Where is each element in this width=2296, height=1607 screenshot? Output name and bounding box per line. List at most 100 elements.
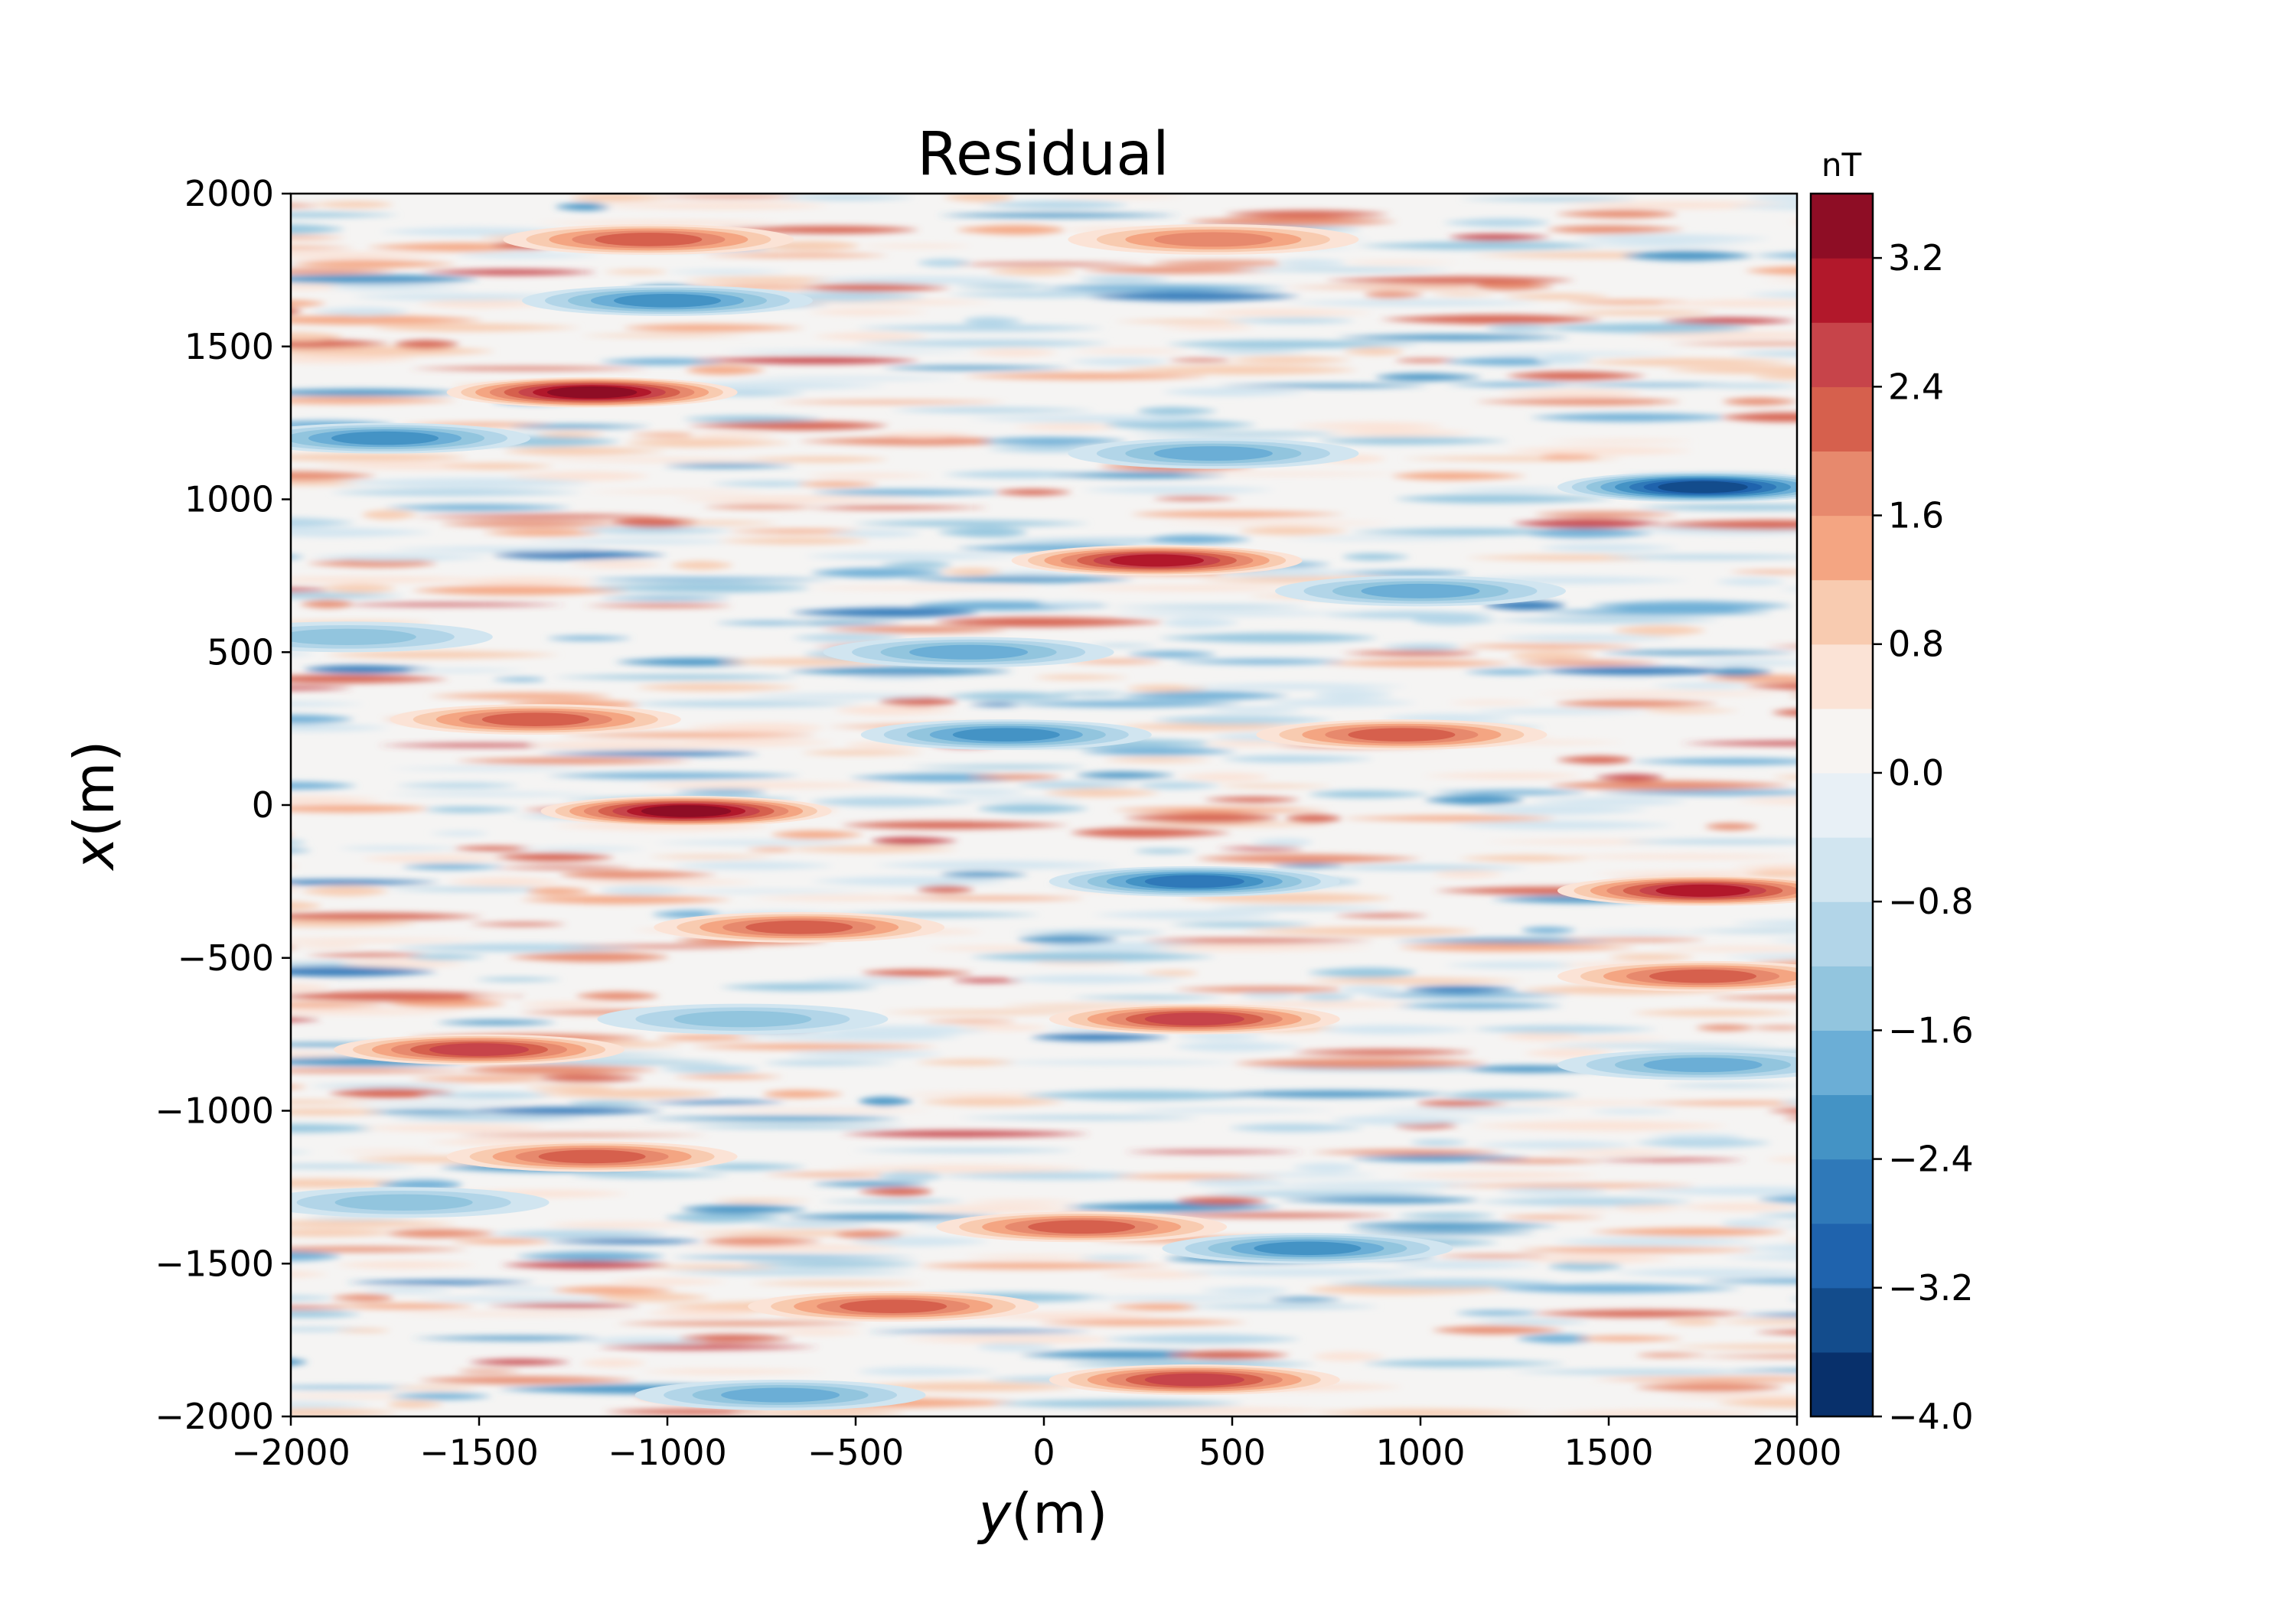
residual-streak [453, 253, 605, 259]
residual-streak [827, 1165, 1091, 1173]
residual-streak [486, 1230, 670, 1238]
residual-streak [1068, 349, 1192, 354]
residual-streak [1337, 985, 1407, 994]
residual-streak [291, 1229, 404, 1237]
residual-streak [501, 447, 669, 455]
residual-streak [1547, 1208, 1617, 1212]
residual-streak [1109, 1174, 1287, 1179]
residual-streak [578, 1358, 649, 1367]
residual-streak [1579, 358, 1797, 367]
residual-streak [1658, 318, 1797, 324]
residual-streak [1453, 644, 1644, 649]
residual-streak [713, 621, 823, 625]
residual-streak [1698, 675, 1797, 683]
residual-streak [490, 677, 548, 682]
residual-streak [1662, 1344, 1797, 1350]
residual-streak [291, 1164, 420, 1169]
residual-streak [1593, 774, 1666, 781]
residual-streak [335, 846, 469, 851]
residual-streak [1178, 1304, 1382, 1309]
residual-streak [1430, 870, 1505, 878]
residual-streak [291, 1296, 338, 1300]
residual-streak [1457, 197, 1639, 201]
residual-anomaly [1144, 875, 1244, 888]
residual-streak [952, 284, 1052, 288]
residual-streak [1014, 781, 1140, 789]
residual-streak [872, 861, 1123, 869]
residual-streak [941, 797, 1085, 802]
residual-streak [568, 1172, 732, 1178]
residual-streak [1717, 412, 1797, 422]
residual-streak [732, 1032, 964, 1041]
residual-streak [1674, 1203, 1797, 1211]
residual-streak [360, 510, 419, 520]
residual-streak [575, 527, 736, 534]
residual-streak [1776, 588, 1797, 591]
residual-streak [1295, 993, 1357, 1001]
residual-streak [1339, 260, 1461, 265]
residual-streak [1662, 1393, 1797, 1400]
residual-streak [384, 999, 509, 1008]
residual-streak [700, 504, 820, 510]
residual-streak [1706, 995, 1797, 1000]
residual-streak [291, 912, 486, 921]
residual-streak [1429, 292, 1498, 296]
residual-streak [652, 840, 865, 846]
residual-streak [1448, 820, 1677, 830]
residual-streak [1440, 218, 1552, 227]
residual-anomaly-cores [291, 223, 1797, 1411]
residual-streak [1003, 700, 1244, 708]
residual-streak [1068, 996, 1228, 999]
residual-streak [627, 700, 866, 707]
residual-streak [1782, 1239, 1797, 1241]
residual-streak [1704, 667, 1775, 676]
y-tick-label: 2000 [184, 173, 274, 214]
x-tick-label: −2000 [231, 1432, 351, 1473]
residual-streak [687, 432, 781, 438]
residual-streak [738, 456, 890, 462]
residual-streak [1496, 390, 1645, 399]
residual-streak [633, 683, 802, 692]
residual-streak [360, 854, 517, 862]
residual-streak [1282, 285, 1519, 289]
residual-streak [1171, 986, 1355, 993]
residual-streak [513, 846, 648, 851]
residual-streak [1207, 906, 1393, 911]
residual-streak [1215, 383, 1430, 388]
residual-streak [854, 244, 974, 248]
y-tick-label: −1500 [155, 1243, 274, 1284]
residual-streak [582, 604, 735, 608]
residual-streak [984, 1060, 1239, 1065]
residual-streak [386, 767, 591, 771]
residual-streak [1360, 1360, 1568, 1367]
residual-streak [846, 773, 1032, 783]
residual-streak [1199, 1190, 1449, 1198]
residual-streak [291, 796, 383, 804]
residual-streak [1573, 234, 1773, 243]
residual-streak [582, 490, 766, 494]
colorbar-bins [1811, 194, 1873, 1417]
residual-streak [1469, 1120, 1731, 1131]
residual-streak [1446, 233, 1554, 241]
residual-streak [1631, 1383, 1786, 1392]
residual-streak [612, 657, 770, 667]
y-axis: −2000 −1500 −1000 −500 0 500 1000 1500 2000 [155, 173, 291, 1437]
residual-streak [308, 201, 396, 208]
residual-streak [328, 488, 584, 497]
residual-streak [291, 339, 393, 348]
residual-streak [426, 693, 615, 699]
colorbar-bin [1811, 194, 1873, 259]
residual-anomaly [334, 1194, 473, 1211]
residual-streak [481, 529, 605, 536]
residual-streak [291, 308, 305, 315]
residual-streak [383, 504, 574, 511]
residual-streak [941, 194, 1016, 202]
residual-streak [491, 852, 617, 862]
residual-streak [746, 1281, 928, 1286]
residual-streak [1494, 634, 1680, 642]
residual-streak [1555, 937, 1708, 942]
residual-streak [1538, 1149, 1682, 1156]
residual-streak [333, 1328, 393, 1333]
x-axis: −2000 −1500 −1000 −500 0 500 1000 1500 2000 [231, 1416, 1842, 1473]
residual-streak [1780, 1116, 1797, 1120]
